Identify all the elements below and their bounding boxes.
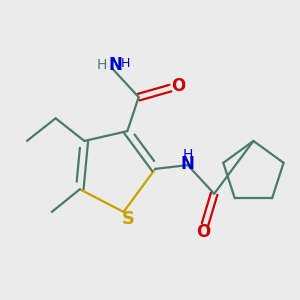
Text: S: S bbox=[122, 211, 135, 229]
Text: H: H bbox=[183, 148, 193, 161]
Text: N: N bbox=[108, 56, 122, 74]
Text: H: H bbox=[97, 58, 107, 72]
Text: O: O bbox=[196, 223, 211, 241]
Text: N: N bbox=[181, 154, 195, 172]
Text: H: H bbox=[121, 57, 130, 70]
Text: O: O bbox=[171, 77, 185, 95]
